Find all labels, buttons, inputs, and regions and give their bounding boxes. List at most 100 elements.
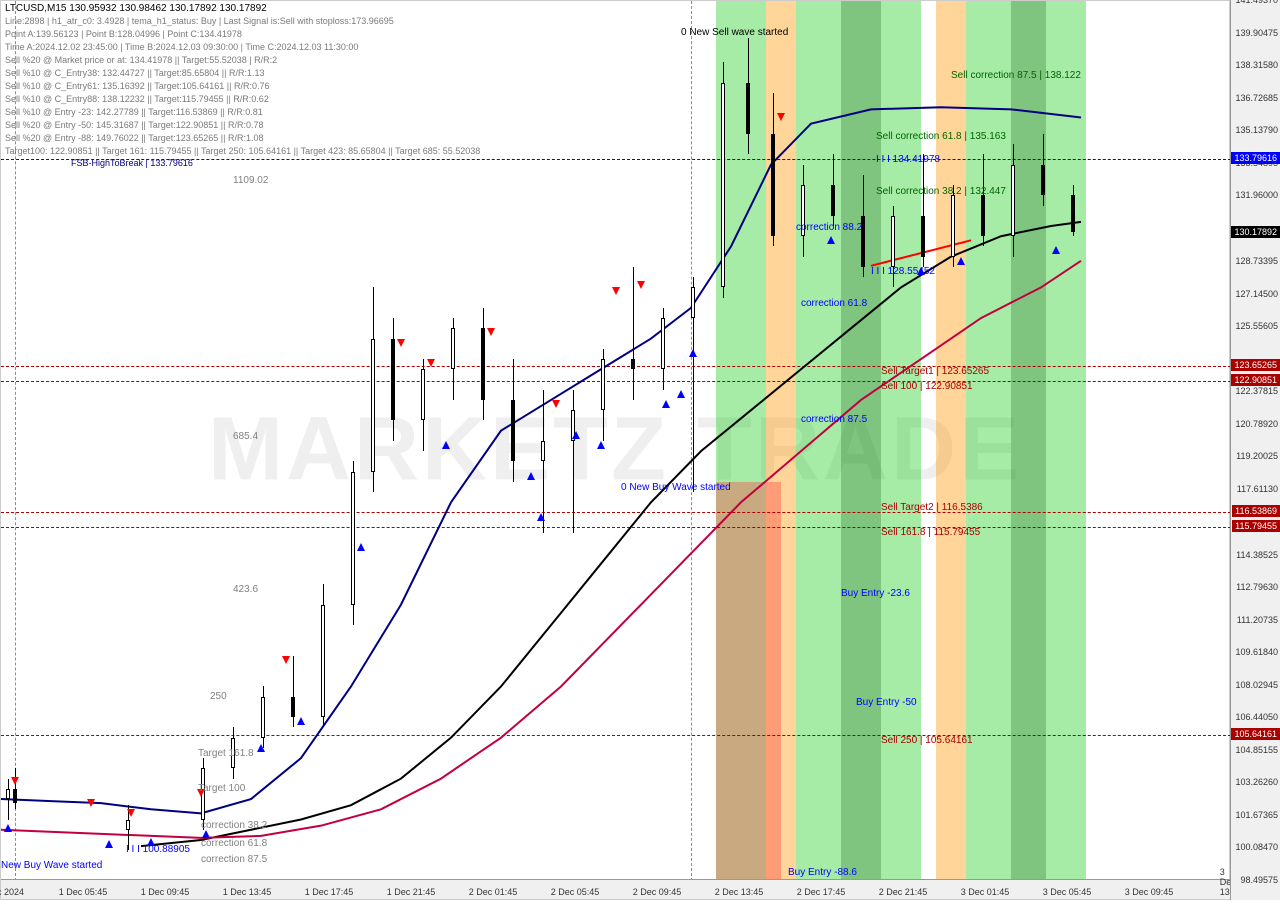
x-tick: 1 Dec 05:45 — [59, 887, 108, 897]
info-line: Sell %20 @ Market price or at: 134.41978… — [5, 55, 277, 65]
x-tick: 2 Dec 17:45 — [797, 887, 846, 897]
price-tag: 130.17892 — [1231, 226, 1280, 238]
up-arrow-icon — [257, 744, 265, 752]
x-tick: 2 Dec 13:45 — [715, 887, 764, 897]
y-tick: 138.31580 — [1235, 60, 1278, 70]
symbol-ohlc: LTCUSD,M15 130.95932 130.98462 130.17892… — [5, 3, 267, 14]
info-line: Sell %20 @ Entry -88: 149.76022 || Targe… — [5, 133, 263, 143]
y-tick: 104.85155 — [1235, 745, 1278, 755]
chart-annotation: I I I 100.88905 — [126, 844, 190, 855]
up-arrow-icon — [689, 349, 697, 357]
fsb-label: FSB-HighToBreak | 133.79616 — [71, 158, 193, 168]
chart-annotation: Sell correction 87.5 | 138.122 — [951, 70, 1081, 81]
chart-annotation: Sell Target2 | 116.5386 — [881, 502, 983, 513]
x-tick: 2 Dec 09:45 — [633, 887, 682, 897]
up-arrow-icon — [357, 543, 365, 551]
chart-annotation: correction 87.5 — [801, 414, 867, 425]
down-arrow-icon — [487, 328, 495, 336]
y-tick: 108.02945 — [1235, 680, 1278, 690]
chart-annotation: Sell correction 38.2 | 132.447 — [876, 186, 1006, 197]
y-tick: 135.13790 — [1235, 125, 1278, 135]
y-tick: 120.78920 — [1235, 419, 1278, 429]
chart-annotation: Sell correction 61.8 | 135.163 — [876, 131, 1006, 142]
y-tick: 111.20735 — [1237, 615, 1278, 625]
fib-level-label: 250 — [210, 691, 227, 702]
y-tick: 127.14500 — [1235, 289, 1278, 299]
y-axis: 141.49370 139.90475 138.31580 136.72685 135.… — [1230, 0, 1280, 900]
chart-annotation: correction 61.8 — [801, 298, 867, 309]
up-arrow-icon — [537, 513, 545, 521]
down-arrow-icon — [552, 400, 560, 408]
chart-annotation: Sell 161.8 | 115.79455 — [881, 527, 980, 538]
y-tick: 139.90475 — [1235, 28, 1278, 38]
down-arrow-icon — [11, 777, 19, 785]
down-arrow-icon — [282, 656, 290, 664]
price-tag: 133.79616 — [1231, 152, 1280, 164]
x-tick: 1 Dec 13:45 — [223, 887, 272, 897]
up-arrow-icon — [957, 257, 965, 265]
chart-annotation: Sell Target1 | 123.65265 — [881, 366, 989, 377]
info-line: Line:2898 | h1_atr_c0: 3.4928 | tema_h1_… — [5, 16, 394, 26]
price-tag: 123.65265 — [1231, 359, 1280, 371]
fib-level-label: 423.6 — [233, 584, 258, 595]
chart-annotation: I I I 134.41978 — [876, 154, 940, 165]
down-arrow-icon — [777, 113, 785, 121]
x-axis: 1 Dec 2024 1 Dec 05:45 1 Dec 09:45 1 Dec 13… — [1, 879, 1231, 899]
info-line: Target100: 122.90851 || Target 161: 115.… — [5, 146, 480, 156]
chart-area[interactable]: MARKETZ TRADE 0 New Sell wave started0 N… — [0, 0, 1230, 900]
x-tick: 2 Dec 01:45 — [469, 887, 518, 897]
price-tag: 105.64161 — [1231, 728, 1280, 740]
chart-annotation: correction 88.2 — [796, 222, 862, 233]
y-tick: 136.72685 — [1235, 93, 1278, 103]
x-tick: 2 Dec 21:45 — [879, 887, 928, 897]
x-tick: 1 Dec 2024 — [0, 887, 24, 897]
down-arrow-icon — [612, 287, 620, 295]
x-tick: 1 Dec 09:45 — [141, 887, 190, 897]
y-tick: 106.44050 — [1235, 712, 1278, 722]
y-tick: 100.08470 — [1235, 842, 1278, 852]
up-arrow-icon — [662, 400, 670, 408]
chart-annotation: New Buy Wave started — [1, 860, 102, 871]
info-line: Time A:2024.12.02 23:45:00 | Time B:2024… — [5, 42, 358, 52]
info-line: Sell %10 @ C_Entry88: 138.12232 || Targe… — [5, 94, 269, 104]
up-arrow-icon — [442, 441, 450, 449]
y-tick: 98.49575 — [1240, 875, 1278, 885]
ma-line — [1, 261, 1081, 838]
y-tick: 117.61130 — [1237, 484, 1278, 494]
down-arrow-icon — [397, 339, 405, 347]
x-tick: 3 Dec 05:45 — [1043, 887, 1092, 897]
fib-level-label: 1109.02 — [233, 175, 268, 186]
fib-level-label: correction 87.5 — [201, 854, 267, 865]
fib-level-label: correction 61.8 — [201, 838, 267, 849]
y-tick: 119.20025 — [1236, 451, 1278, 461]
chart-annotation: 0 New Buy Wave started — [621, 482, 731, 493]
up-arrow-icon — [105, 840, 113, 848]
up-arrow-icon — [827, 236, 835, 244]
y-tick: 112.79630 — [1236, 582, 1278, 592]
fib-level-label: Target 161.8 — [198, 748, 254, 759]
up-arrow-icon — [1052, 246, 1060, 254]
chart-annotation: Buy Entry -50 — [856, 697, 917, 708]
x-tick: 3 Dec 09:45 — [1125, 887, 1174, 897]
chart-annotation: Buy Entry -88.6 — [788, 867, 857, 878]
y-tick: 109.61840 — [1235, 647, 1278, 657]
up-arrow-icon — [297, 717, 305, 725]
up-arrow-icon — [4, 824, 12, 832]
chart-annotation: 0 New Sell wave started — [681, 27, 788, 38]
price-tag: 116.53869 — [1232, 505, 1280, 517]
y-tick: 131.96000 — [1235, 190, 1278, 200]
y-tick: 128.73395 — [1235, 256, 1278, 266]
price-tag: 115.79455 — [1232, 520, 1280, 532]
down-arrow-icon — [637, 281, 645, 289]
info-line: Sell %10 @ Entry -23: 142.27789 || Targe… — [5, 107, 263, 117]
x-tick: 1 Dec 21:45 — [387, 887, 436, 897]
up-arrow-icon — [597, 441, 605, 449]
y-tick: 141.49370 — [1235, 0, 1278, 5]
up-arrow-icon — [572, 431, 580, 439]
up-arrow-icon — [527, 472, 535, 480]
x-tick: 2 Dec 05:45 — [551, 887, 600, 897]
info-line: Sell %20 @ Entry -50: 145.31687 || Targe… — [5, 120, 263, 130]
info-line: Sell %10 @ C_Entry38: 132.44727 || Targe… — [5, 68, 264, 78]
price-tag: 122.90851 — [1231, 374, 1280, 386]
x-tick: 3 Dec 01:45 — [961, 887, 1010, 897]
